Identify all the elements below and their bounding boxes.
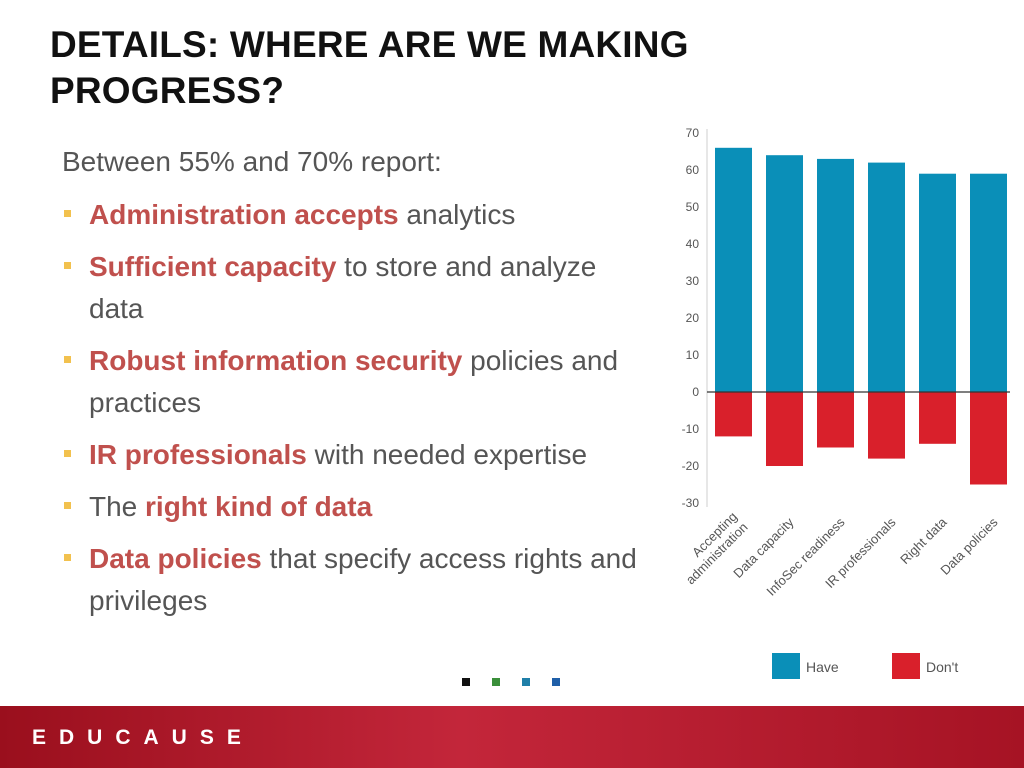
bar-dont xyxy=(766,392,803,466)
bullet-highlight: Administration accepts xyxy=(89,199,399,230)
square-bullet-icon xyxy=(64,450,71,457)
slide-nav-dots xyxy=(462,678,572,688)
bullet-capacity: Sufficient capacity to store and analyze… xyxy=(62,246,642,330)
legend-label: Have xyxy=(806,659,839,675)
bullet-text: to store and analyze data xyxy=(89,251,597,324)
nav-dot xyxy=(492,678,500,686)
bullet-right-data: The right kind of data xyxy=(62,486,642,528)
bar-dont xyxy=(715,392,752,437)
bar-have xyxy=(715,147,752,392)
y-tick-label: -30 xyxy=(682,496,700,510)
bullet-text: that specify access rights and privilege… xyxy=(89,543,637,616)
intro-text: Between 55% and 70% report: xyxy=(62,146,442,177)
bullet-highlight: right kind of data xyxy=(145,491,373,522)
square-bullet-icon xyxy=(64,262,71,269)
bullet-highlight: Sufficient capacity xyxy=(89,251,337,282)
bar-have xyxy=(970,173,1007,392)
y-tick-label: 50 xyxy=(686,200,700,214)
square-bullet-icon xyxy=(64,210,71,217)
nav-dot xyxy=(522,678,530,686)
y-tick-label: 70 xyxy=(686,126,700,140)
y-tick-label: -10 xyxy=(682,422,700,436)
bullet-list: Administration accepts analytics Suffici… xyxy=(62,194,642,632)
y-tick-label: 60 xyxy=(686,163,700,177)
bullet-prefix: The xyxy=(89,491,146,522)
y-tick-label: 0 xyxy=(692,385,699,399)
bullet-highlight: Robust information security xyxy=(89,345,463,376)
bar-chart: 706050403020100-10-20-30Acceptingadminis… xyxy=(682,126,1010,679)
nav-dot xyxy=(552,678,560,686)
square-bullet-icon xyxy=(64,554,71,561)
y-tick-label: 10 xyxy=(686,348,700,362)
bar-dont xyxy=(970,392,1007,485)
footer-bar: EDUCAUSE xyxy=(0,706,1024,768)
bullet-highlight: IR professionals xyxy=(89,439,307,470)
bar-dont xyxy=(868,392,905,459)
y-tick-label: 40 xyxy=(686,237,700,251)
bullet-ir-professionals: IR professionals with needed expertise xyxy=(62,434,642,476)
bullet-security: Robust information security policies and… xyxy=(62,340,642,424)
slide-title: DETAILS: WHERE ARE WE MAKING PROGRESS? xyxy=(50,24,689,111)
bar-have xyxy=(817,158,854,392)
square-bullet-icon xyxy=(64,502,71,509)
bullet-text: with needed expertise xyxy=(306,439,588,470)
legend-swatch xyxy=(772,653,800,679)
legend-swatch xyxy=(892,653,920,679)
bar-dont xyxy=(817,392,854,448)
bar-have xyxy=(868,162,905,392)
y-tick-label: -20 xyxy=(682,459,700,473)
bullet-text: analytics xyxy=(398,199,516,230)
nav-dot xyxy=(462,678,470,686)
bar-have xyxy=(766,155,803,392)
bar-have xyxy=(919,173,956,392)
bullet-text: policies and practices xyxy=(89,345,619,418)
square-bullet-icon xyxy=(64,356,71,363)
educause-logo: EDUCAUSE xyxy=(32,726,254,749)
y-tick-label: 20 xyxy=(686,311,700,325)
bullet-data-policies: Data policies that specify access rights… xyxy=(62,538,642,622)
bullet-administration: Administration accepts analytics xyxy=(62,194,642,236)
category-label: Right data xyxy=(897,514,950,567)
bar-dont xyxy=(919,392,956,444)
bullet-highlight: Data policies xyxy=(89,543,262,574)
y-tick-label: 30 xyxy=(686,274,700,288)
legend-label: Don't xyxy=(926,659,958,675)
